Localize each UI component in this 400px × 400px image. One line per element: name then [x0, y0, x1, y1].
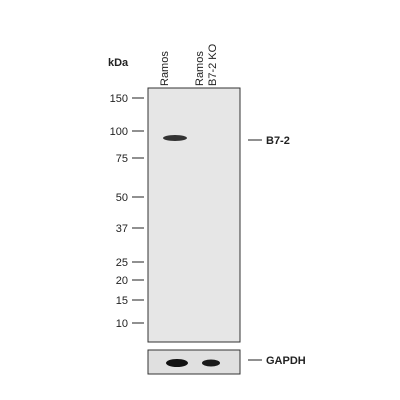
band-label: B7-2 [266, 135, 290, 147]
main-blot [147, 87, 241, 343]
target-band [163, 135, 187, 141]
marker-label: 20 [116, 275, 128, 287]
marker-label: 10 [116, 318, 128, 330]
unit-label: kDa [108, 57, 129, 69]
control-blot [147, 349, 241, 375]
control-band [202, 359, 220, 367]
marker-label: 15 [116, 295, 128, 307]
marker-label: 50 [116, 192, 128, 204]
marker-label: 100 [110, 126, 128, 138]
marker-label: 37 [116, 223, 128, 235]
marker-label: 150 [110, 93, 128, 105]
control-band [166, 359, 188, 367]
marker-label: 25 [116, 257, 128, 269]
lane-label: Ramos [159, 51, 171, 86]
marker-ladder: 150 100 75 50 37 25 20 15 10 [110, 93, 144, 330]
band-label: GAPDH [266, 355, 306, 367]
lane-label: B7-2 KO [207, 43, 219, 86]
marker-label: 75 [116, 153, 128, 165]
lane-label: Ramos [194, 51, 206, 86]
